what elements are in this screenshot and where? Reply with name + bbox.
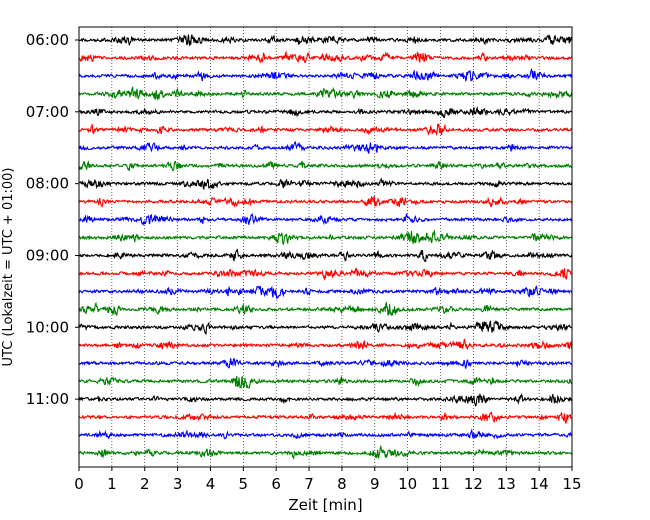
x-tick-label: 14 bbox=[530, 475, 549, 493]
x-tick-label: 13 bbox=[497, 475, 516, 493]
trace-line bbox=[78, 67, 573, 83]
seismogram-traces bbox=[78, 34, 573, 460]
x-tick-label: 1 bbox=[107, 475, 117, 493]
trace-line bbox=[78, 375, 573, 389]
x-tick-label: 15 bbox=[562, 475, 581, 493]
trace-line bbox=[78, 229, 573, 246]
trace-line bbox=[78, 428, 573, 440]
y-tick-label: 08:00 bbox=[26, 175, 69, 193]
trace-line bbox=[78, 392, 573, 407]
x-tick-label: 2 bbox=[140, 475, 150, 493]
x-axis: 0 1 2 3 4 5 6 7 8 9 10 11 12 13 14 15 bbox=[74, 467, 582, 493]
y-tick-label: 09:00 bbox=[26, 246, 69, 264]
x-tick-label: 3 bbox=[173, 475, 183, 493]
y-tick-label: 11:00 bbox=[26, 390, 69, 408]
trace-line bbox=[78, 411, 573, 425]
trace-line bbox=[78, 357, 573, 369]
y-axis: 06:00 07:00 08:00 09:00 10:00 11:00 bbox=[26, 31, 79, 408]
x-axis-label: Zeit [min] bbox=[288, 496, 362, 514]
y-axis-label: UTC (Lokalzeit = UTC + 01:00) bbox=[1, 168, 16, 367]
trace-line bbox=[78, 285, 573, 300]
trace-line bbox=[78, 85, 573, 101]
trace-line bbox=[78, 338, 573, 351]
trace-line bbox=[78, 444, 573, 460]
plot-frame bbox=[78, 26, 573, 468]
x-tick-label: 6 bbox=[271, 475, 281, 493]
y-tick-label: 07:00 bbox=[26, 103, 69, 121]
trace-line bbox=[78, 106, 573, 119]
vertical-gridlines bbox=[111, 27, 540, 467]
x-tick-label: 11 bbox=[431, 475, 450, 493]
x-tick-label: 12 bbox=[464, 475, 483, 493]
trace-line bbox=[78, 177, 573, 191]
trace-line bbox=[78, 320, 573, 335]
x-tick-label: 0 bbox=[74, 475, 84, 493]
trace-line bbox=[78, 248, 573, 263]
trace-line bbox=[78, 140, 573, 154]
y-tick-label: 06:00 bbox=[26, 31, 69, 49]
x-tick-label: 10 bbox=[398, 475, 417, 493]
y-tick-label: 10:00 bbox=[26, 318, 69, 336]
x-tick-label: 9 bbox=[370, 475, 380, 493]
trace-line bbox=[78, 123, 573, 137]
trace-line bbox=[78, 195, 573, 209]
trace-line bbox=[79, 267, 573, 281]
trace-line bbox=[78, 50, 573, 64]
trace-line bbox=[78, 160, 573, 172]
trace-line bbox=[78, 34, 573, 47]
trace-line bbox=[78, 212, 573, 226]
x-tick-label: 8 bbox=[337, 475, 347, 493]
x-tick-label: 4 bbox=[206, 475, 216, 493]
trace-line bbox=[78, 300, 573, 317]
x-tick-label: 7 bbox=[304, 475, 314, 493]
x-tick-label: 5 bbox=[239, 475, 249, 493]
